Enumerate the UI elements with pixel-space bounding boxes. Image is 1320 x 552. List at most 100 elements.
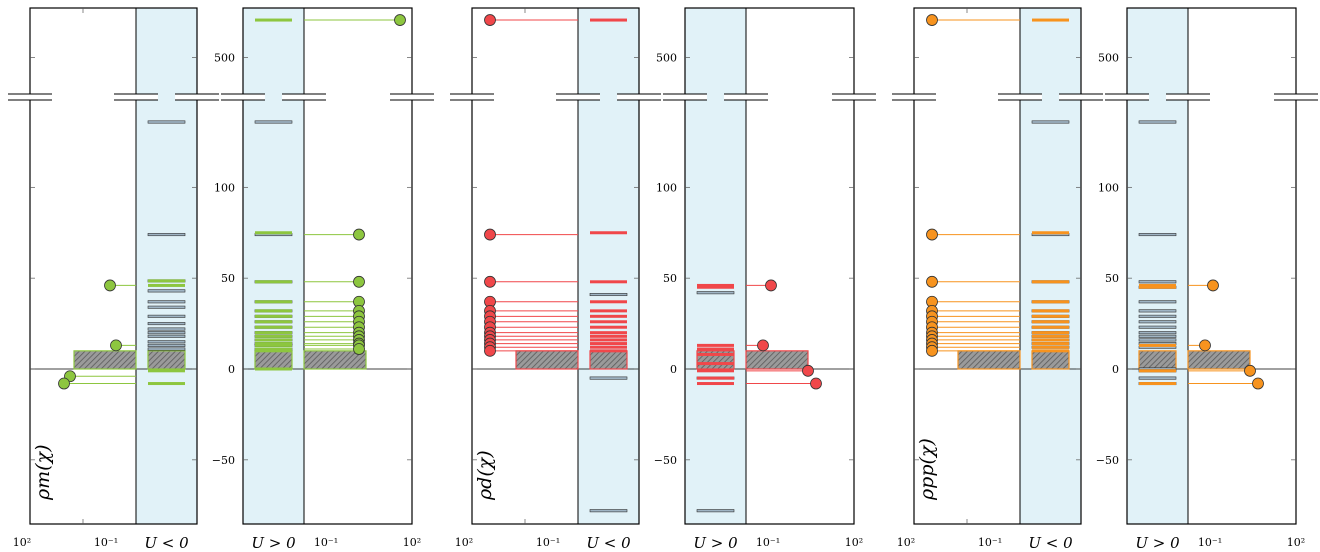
level-bar-colored	[590, 338, 627, 342]
y-tick-label: 100	[656, 181, 677, 194]
level-bar	[589, 509, 628, 513]
level-bar-colored	[1032, 345, 1069, 349]
level-bar-colored	[590, 345, 627, 349]
level-bar-colored	[1032, 349, 1069, 353]
y-axis-label: ρm(χ)	[32, 444, 54, 501]
level-bar-colored	[697, 362, 734, 366]
axis-break	[1274, 94, 1318, 100]
u-positive-label: U > 0	[251, 534, 296, 552]
level-bar-colored	[590, 349, 627, 353]
level-bar-colored	[255, 231, 292, 235]
level-bar-colored	[1139, 382, 1176, 386]
axis-break	[175, 94, 219, 100]
level-bar	[147, 347, 186, 351]
level-bar	[147, 289, 186, 293]
panel-group-2: −50 0 50 100 500 10² 10⁻¹ 10⁻¹ 10² U < 0 U > 0 ρd(χ…	[450, 7, 876, 552]
level-bar-colored	[255, 343, 292, 347]
level-bar-colored	[1032, 338, 1069, 342]
level-bar-colored	[697, 369, 734, 373]
level-bar	[254, 120, 293, 124]
level-bar-colored	[255, 338, 292, 342]
level-bar-colored	[1139, 285, 1176, 289]
y-tick-label: 500	[656, 52, 677, 65]
level-bar-colored	[1032, 18, 1069, 22]
level-bar-colored	[590, 18, 627, 22]
x-tick-label: 10²	[403, 536, 421, 549]
axis-break	[724, 94, 768, 100]
level-bar-colored	[1139, 369, 1176, 373]
level-bar	[147, 334, 186, 338]
level-bar	[1031, 120, 1070, 124]
level-bar	[1138, 376, 1177, 380]
level-bar-colored	[255, 320, 292, 324]
level-bar-colored	[1139, 283, 1176, 287]
continuum-block	[303, 350, 367, 370]
frame-u-negative	[913, 7, 1082, 525]
panel-group-3: −50 0 50 100 500 10² 10⁻¹ 10⁻¹ 10² U < 0 U > 0 ρpp(…	[892, 7, 1318, 552]
level-bar-colored	[148, 283, 185, 287]
level-bar-colored	[255, 342, 292, 346]
level-bar-colored	[697, 285, 734, 289]
axis-break	[998, 94, 1042, 100]
level-bar	[147, 331, 186, 335]
level-bar	[1138, 280, 1177, 284]
peak-marker	[353, 228, 365, 241]
y-tick-label: −50	[654, 454, 677, 467]
axis-break	[892, 94, 936, 100]
x-tick-label: 10⁻¹	[756, 536, 780, 549]
level-bar-colored	[590, 334, 627, 338]
y-tick-label: −50	[212, 454, 235, 467]
frame-u-positive	[684, 7, 855, 525]
frame-u-positive	[242, 7, 413, 525]
level-bar-colored	[697, 283, 734, 287]
level-bar-colored	[1032, 342, 1069, 346]
level-bar-colored	[255, 300, 292, 304]
level-bar-colored	[590, 314, 627, 318]
peak-marker	[394, 14, 406, 26]
y-axis-label: ρd(χ)	[474, 450, 496, 501]
x-tick-label: 10⁻¹	[978, 536, 1002, 549]
level-bar-colored	[697, 343, 734, 347]
panel-group-1: −50 0 50 100 500 10² 10⁻¹ 10⁻¹ 10² U < 0 U > 0 ρm(χ…	[8, 7, 434, 552]
axis-break	[114, 94, 158, 100]
peak-marker	[810, 377, 822, 390]
peak-marker	[484, 275, 496, 288]
axis-break	[1166, 94, 1210, 100]
frame-u-negative	[29, 7, 198, 525]
level-bar-colored	[1032, 300, 1069, 304]
level-bar-colored	[1032, 331, 1069, 335]
continuum-block	[147, 350, 186, 370]
level-bar	[1138, 309, 1177, 313]
level-bar-colored	[590, 280, 627, 284]
level-bar	[589, 293, 628, 297]
band-u-positive	[243, 8, 304, 524]
x-tick-label: 10²	[455, 536, 473, 549]
y-tick-label: 50	[1105, 272, 1119, 285]
y-tick-label: 50	[663, 272, 677, 285]
axis-break	[282, 94, 326, 100]
band-u-negative	[1020, 8, 1081, 524]
continuum-block	[254, 350, 293, 370]
level-bar-colored	[697, 382, 734, 386]
level-bar	[696, 291, 735, 295]
y-tick-label: 500	[1098, 52, 1119, 65]
peak-marker	[484, 344, 496, 357]
axis-break	[1105, 94, 1149, 100]
level-bar-colored	[590, 231, 627, 235]
level-bar-colored	[590, 300, 627, 304]
axis-break	[832, 94, 876, 100]
level-bar-colored	[590, 320, 627, 324]
x-tick-label: 10⁻¹	[314, 536, 338, 549]
y-tick-label: 0	[1112, 363, 1119, 376]
peak-marker	[926, 14, 938, 26]
continuum-block	[745, 350, 809, 370]
peak-marker	[110, 339, 122, 352]
level-bar	[1138, 233, 1177, 237]
axis-break	[556, 94, 600, 100]
level-bar-colored	[255, 18, 292, 22]
peak-marker	[104, 279, 116, 292]
level-bar	[1138, 300, 1177, 304]
continuum-block	[515, 350, 579, 370]
level-bar	[1138, 320, 1177, 324]
